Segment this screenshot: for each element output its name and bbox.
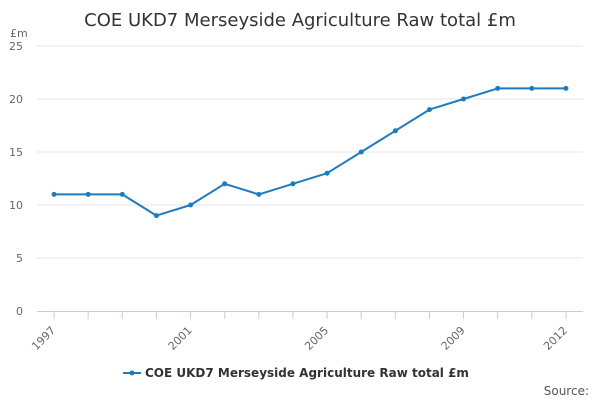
y-axis-ticks: 0 5 10 15 20 25 [9, 40, 23, 318]
data-point[interactable] [563, 85, 569, 91]
x-axis [37, 311, 583, 319]
y-tick-label: 10 [9, 199, 23, 212]
y-tick-label: 20 [9, 93, 23, 106]
x-axis-ticks: 1997 2001 2005 2009 2012 [29, 324, 570, 353]
series-line[interactable] [54, 87, 566, 217]
data-point[interactable] [495, 85, 501, 91]
x-tick-label: 2005 [302, 324, 331, 353]
data-point[interactable] [256, 191, 262, 197]
data-point[interactable] [392, 128, 398, 134]
series-group [51, 85, 569, 219]
y-axis-label: £m [10, 27, 28, 40]
x-tick-label: 2012 [541, 324, 570, 353]
y-tick-label: 15 [9, 146, 23, 159]
data-point[interactable] [85, 191, 91, 197]
x-tick-label: 1997 [29, 324, 58, 353]
chart-title: COE UKD7 Merseyside Agriculture Raw tota… [84, 10, 516, 31]
legend-marker-icon [129, 370, 135, 376]
legend[interactable]: COE UKD7 Merseyside Agriculture Raw tota… [123, 366, 469, 380]
source-label: Source: [544, 384, 589, 398]
data-point[interactable] [529, 85, 535, 91]
data-point[interactable] [51, 191, 57, 197]
x-tick-label: 2001 [166, 324, 195, 353]
gridlines [37, 45, 583, 259]
data-point[interactable] [461, 96, 467, 102]
data-point[interactable] [290, 181, 296, 187]
x-tick-label: 2009 [439, 324, 468, 353]
legend-series-label: COE UKD7 Merseyside Agriculture Raw tota… [145, 366, 469, 380]
data-point[interactable] [358, 149, 364, 155]
data-point[interactable] [188, 202, 194, 208]
data-point[interactable] [153, 213, 159, 219]
data-point[interactable] [119, 191, 125, 197]
data-point[interactable] [324, 170, 330, 176]
y-tick-label: 25 [9, 40, 23, 53]
y-tick-label: 0 [16, 305, 23, 318]
data-point[interactable] [426, 107, 432, 113]
data-point[interactable] [222, 181, 228, 187]
y-tick-label: 5 [16, 252, 23, 265]
